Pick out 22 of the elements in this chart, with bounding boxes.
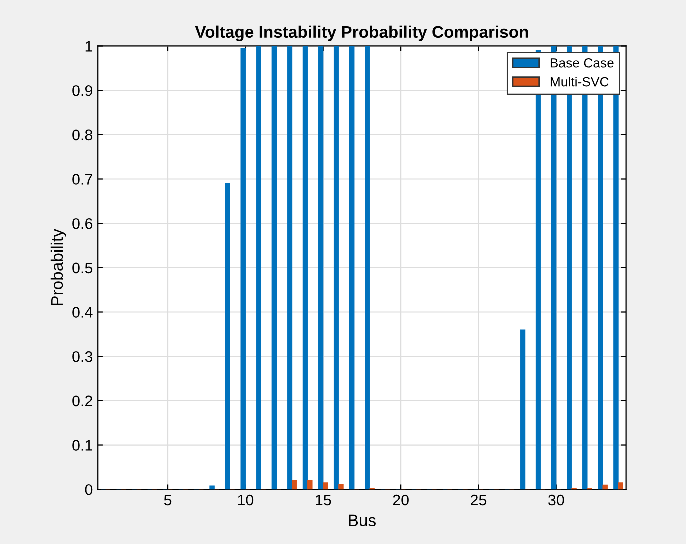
- y-tick-label: 0.8: [72, 130, 93, 141]
- y-tick-label: 0.1: [72, 440, 92, 451]
- y-tick-label: 0.4: [72, 307, 93, 318]
- x-tick-label: 30: [548, 494, 564, 506]
- y-tick-label: 0.5: [72, 262, 93, 274]
- x-tick-label: 10: [238, 494, 254, 506]
- x-axis-title: Bus: [349, 514, 376, 526]
- legend-label: Multi-SVC: [550, 77, 609, 87]
- y-tick-label: 0.3: [72, 351, 93, 362]
- y-tick-label: 1: [86, 41, 92, 52]
- x-tick-label: 5: [164, 495, 172, 506]
- y-tick-label: 0.9: [72, 85, 93, 96]
- y-tick-label: 0.6: [72, 218, 93, 230]
- y-tick-label: 0: [85, 484, 93, 496]
- x-tick-label: 25: [471, 494, 487, 506]
- y-tick-label: 0.7: [72, 174, 92, 185]
- legend-label: Base Case: [550, 58, 614, 68]
- chart-title: Voltage Instability Probability Comparison: [195, 26, 528, 42]
- y-axis-title: Probability: [50, 229, 66, 306]
- y-tick-label: 0.2: [72, 396, 92, 407]
- x-tick-label: 15: [316, 495, 332, 506]
- x-tick-label: 20: [393, 494, 409, 506]
